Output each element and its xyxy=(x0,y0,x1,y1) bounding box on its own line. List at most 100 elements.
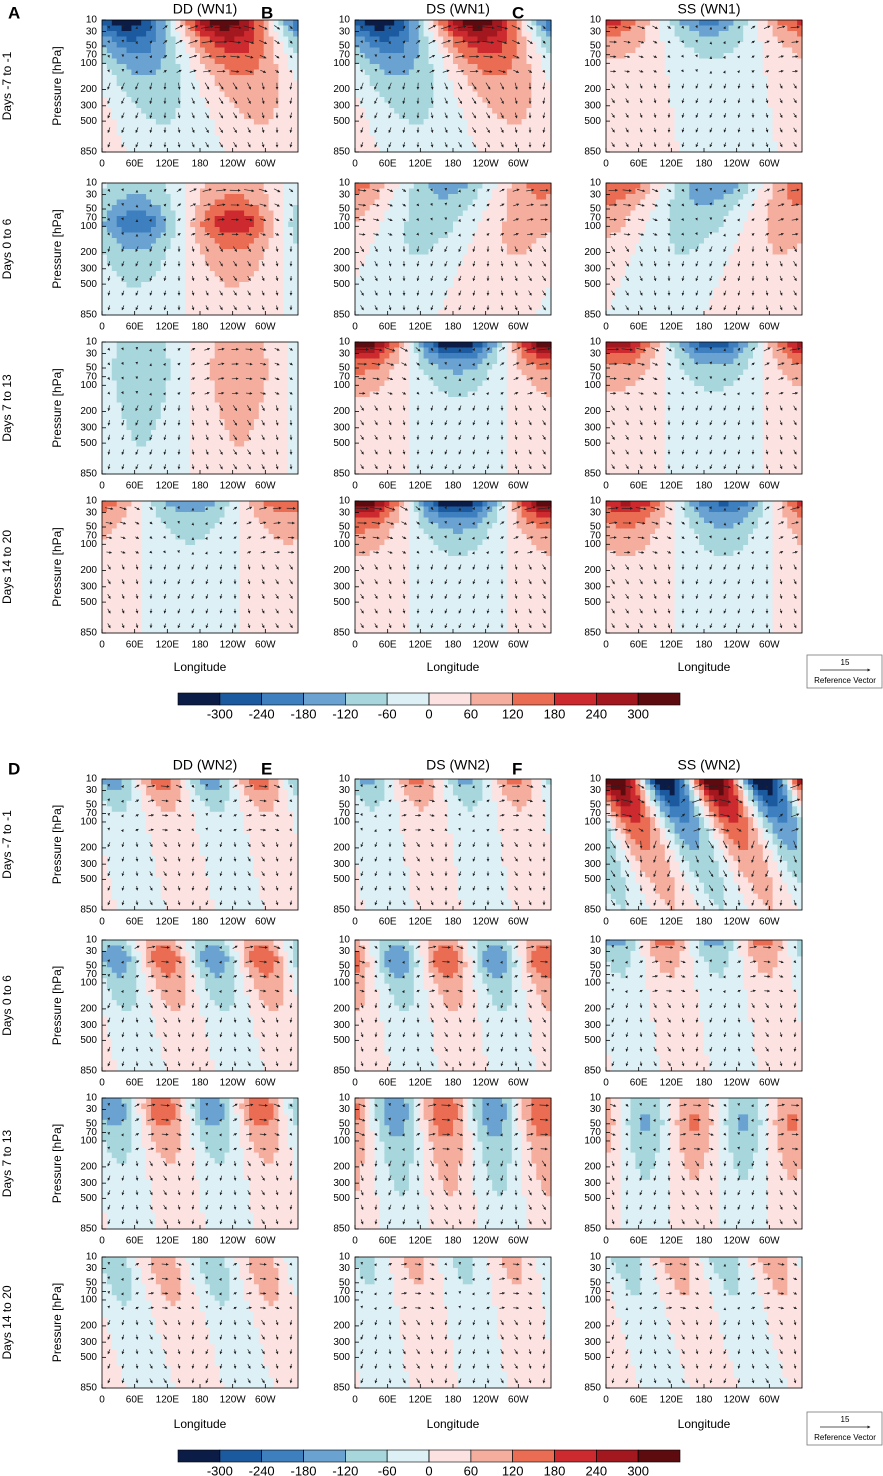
contour-cell xyxy=(141,249,147,255)
contour-cell xyxy=(278,375,284,381)
contour-cell xyxy=(229,386,235,392)
contour-cell xyxy=(205,534,211,540)
contour-cell xyxy=(215,364,221,370)
contour-cell xyxy=(259,271,265,277)
contour-cell xyxy=(225,189,231,195)
contour-cell xyxy=(220,189,226,195)
contour-cell xyxy=(166,299,172,305)
x-tick-label: 60E xyxy=(126,481,144,492)
contour-cell xyxy=(131,59,137,65)
contour-cell xyxy=(288,26,294,32)
contour-cell xyxy=(239,260,245,266)
contour-cell xyxy=(414,75,420,81)
contour-cell xyxy=(254,48,260,54)
contour-cell xyxy=(264,238,270,244)
contour-cell xyxy=(195,183,201,189)
contour-cell xyxy=(278,75,284,81)
contour-cell xyxy=(141,534,147,540)
contour-cell xyxy=(166,408,172,414)
contour-cell xyxy=(389,70,395,76)
contour-cell xyxy=(141,364,147,370)
contour-cell xyxy=(117,567,123,573)
contour-cell xyxy=(117,529,123,535)
contour-cell xyxy=(215,573,221,579)
contour-cell xyxy=(161,348,167,354)
contour-cell xyxy=(278,512,284,518)
contour-cell xyxy=(274,108,280,114)
contour-cell xyxy=(117,342,123,348)
contour-cell xyxy=(283,375,289,381)
contour-cell xyxy=(200,216,206,222)
contour-cell xyxy=(278,545,284,551)
contour-cell xyxy=(112,26,118,32)
contour-cell xyxy=(264,194,270,200)
contour-cell xyxy=(112,342,118,348)
contour-cell xyxy=(229,507,235,513)
contour-cell xyxy=(389,86,395,92)
contour-cell xyxy=(264,556,270,562)
contour-cell xyxy=(131,238,137,244)
contour-cell xyxy=(166,255,172,261)
contour-cell xyxy=(215,507,221,513)
contour-cell xyxy=(190,183,196,189)
contour-cell xyxy=(112,293,118,299)
contour-cell xyxy=(264,92,270,98)
contour-cell xyxy=(200,441,206,447)
contour-cell xyxy=(195,364,201,370)
contour-cell xyxy=(239,386,245,392)
contour-cell xyxy=(102,70,108,76)
contour-cell xyxy=(249,397,255,403)
contour-cell xyxy=(136,183,142,189)
contour-cell xyxy=(244,342,250,348)
contour-cell xyxy=(394,81,400,87)
contour-cell xyxy=(210,97,216,103)
contour-cell xyxy=(127,348,133,354)
contour-cell xyxy=(107,606,113,612)
contour-cell xyxy=(122,600,128,606)
contour-cell xyxy=(171,414,177,420)
contour-cell xyxy=(151,31,157,37)
contour-cell xyxy=(117,293,123,299)
contour-cell xyxy=(136,255,142,261)
contour-cell xyxy=(146,103,152,109)
contour-cell xyxy=(112,370,118,376)
contour-cell xyxy=(185,205,191,211)
contour-cell xyxy=(278,523,284,529)
contour-cell xyxy=(161,75,167,81)
contour-cell xyxy=(259,183,265,189)
contour-cell xyxy=(249,92,255,98)
contour-cell xyxy=(229,260,235,266)
contour-cell xyxy=(215,622,221,628)
contour-cell xyxy=(239,31,245,37)
contour-cell xyxy=(288,42,294,48)
contour-cell xyxy=(274,75,280,81)
contour-cell xyxy=(215,589,221,595)
contour-cell xyxy=(151,238,157,244)
contour-cell xyxy=(205,501,211,507)
contour-cell xyxy=(136,540,142,546)
contour-cell xyxy=(107,507,113,513)
contour-cell xyxy=(249,348,255,354)
contour-cell xyxy=(239,529,245,535)
contour-cell xyxy=(274,584,280,590)
contour-cell xyxy=(259,255,265,261)
contour-cell xyxy=(127,75,133,81)
contour-cell xyxy=(438,92,444,98)
contour-cell xyxy=(453,125,459,131)
contour-cell xyxy=(161,249,167,255)
contour-cell xyxy=(274,64,280,70)
contour-cell xyxy=(453,108,459,114)
contour-cell xyxy=(107,183,113,189)
contour-cell xyxy=(370,42,376,48)
contour-cell xyxy=(102,97,108,103)
contour-cell xyxy=(180,540,186,546)
contour-cell xyxy=(141,42,147,48)
contour-cell xyxy=(200,617,206,623)
contour-cell xyxy=(112,183,118,189)
contour-cell xyxy=(171,53,177,59)
contour-cell xyxy=(259,589,265,595)
contour-cell xyxy=(283,211,289,217)
contour-cell xyxy=(225,200,231,206)
contour-cell xyxy=(117,288,123,294)
contour-cell xyxy=(161,458,167,464)
